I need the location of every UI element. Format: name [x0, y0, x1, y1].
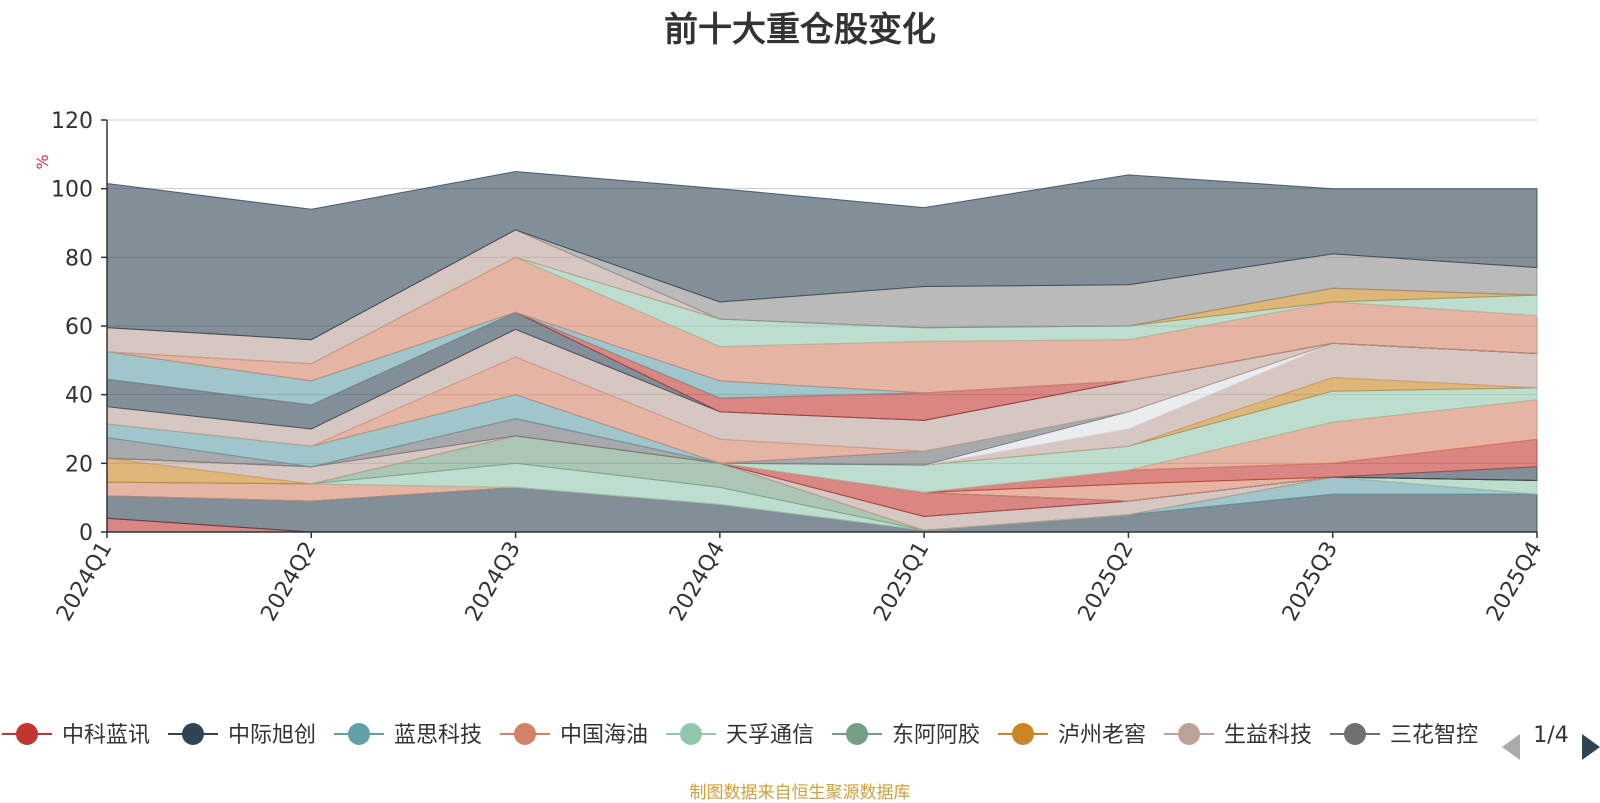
legend-item[interactable]: 东阿阿胶: [832, 723, 980, 748]
y-tick-label: 20: [65, 452, 93, 477]
x-tick-label: 2024Q2: [256, 538, 321, 626]
y-axis-label: %: [33, 154, 52, 169]
legend-next-arrow-icon[interactable]: [1582, 734, 1600, 760]
x-tick-label: 2025Q1: [869, 538, 934, 626]
legend-item[interactable]: 中国海油: [500, 723, 648, 748]
legend-label: 蓝思科技: [394, 723, 482, 748]
area-series: [106, 170, 1538, 341]
y-tick-label: 100: [51, 178, 93, 203]
legend-marker-icon: [1012, 723, 1034, 745]
legend-item[interactable]: 生益科技: [1164, 723, 1312, 748]
legend-label: 东阿阿胶: [892, 723, 980, 748]
legend-marker-icon: [846, 723, 868, 745]
legend-pager: 1/4: [1502, 723, 1600, 760]
legend-item[interactable]: 天孚通信: [666, 723, 814, 748]
legend-page-indicator: 1/4: [1533, 723, 1568, 748]
legend-item[interactable]: 蓝思科技: [334, 723, 482, 748]
legend-label: 生益科技: [1224, 723, 1312, 748]
legend-label: 三花智控: [1390, 723, 1478, 748]
legend-marker-icon: [182, 723, 204, 745]
legend-item[interactable]: 中际旭创: [168, 723, 316, 748]
legend-label: 中科蓝讯: [62, 723, 150, 748]
legend: 中科蓝讯 中际旭创 蓝思科技 中国海油 天孚通信 东阿阿胶 泸州老窖 生益科技 三花智控: [2, 723, 1478, 748]
chart-title: 前十大重仓股变化: [664, 10, 936, 50]
x-tick-label: 2025Q4: [1482, 538, 1547, 626]
legend-marker-icon: [1178, 723, 1200, 745]
legend-item[interactable]: 中科蓝讯: [2, 723, 150, 748]
legend-marker-icon: [16, 723, 38, 745]
legend-marker-icon: [680, 723, 702, 745]
source-note: 制图数据来自恒生聚源数据库: [689, 783, 911, 803]
x-tick-label: 2025Q2: [1074, 538, 1139, 626]
x-tick-label: 2025Q3: [1278, 538, 1343, 626]
y-tick-label: 0: [79, 521, 93, 546]
legend-label: 中国海油: [560, 723, 648, 748]
y-tick-label: 60: [65, 315, 93, 340]
legend-label: 中际旭创: [228, 723, 316, 748]
x-tick-label: 2024Q1: [52, 538, 117, 626]
legend-prev-arrow-icon[interactable]: [1502, 734, 1520, 760]
x-tick-label: 2024Q3: [461, 538, 526, 626]
legend-marker-icon: [348, 723, 370, 745]
legend-items: 中科蓝讯 中际旭创 蓝思科技 中国海油 天孚通信 东阿阿胶 泸州老窖 生益科技 三花智控: [2, 723, 1478, 748]
legend-item[interactable]: 泸州老窖: [998, 723, 1146, 748]
legend-label: 天孚通信: [726, 723, 814, 748]
area-series-layer: [106, 170, 1538, 533]
legend-item[interactable]: 三花智控: [1330, 723, 1478, 748]
x-tick-label: 2024Q4: [665, 538, 730, 626]
legend-label: 泸州老窖: [1058, 723, 1146, 748]
legend-marker-icon: [1344, 723, 1366, 745]
legend-marker-icon: [514, 723, 536, 745]
y-tick-label: 80: [65, 246, 93, 271]
y-tick-label: 120: [51, 109, 93, 134]
y-tick-label: 40: [65, 384, 93, 409]
